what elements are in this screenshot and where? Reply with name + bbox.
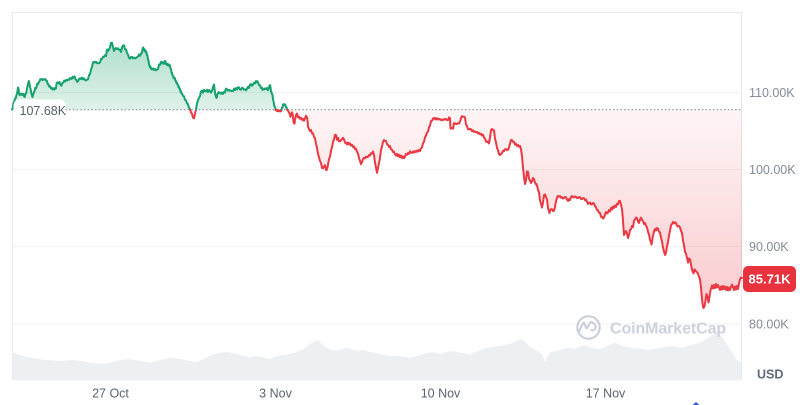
svg-text:100.00K: 100.00K [749,163,796,177]
svg-text:27 Oct: 27 Oct [92,387,129,401]
svg-text:107.68K: 107.68K [20,104,67,118]
svg-text:USD: USD [757,368,783,382]
svg-text:110.00K: 110.00K [749,86,795,100]
svg-text:90.00K: 90.00K [749,240,789,254]
svg-text:3 Nov: 3 Nov [259,387,292,401]
svg-text:80.00K: 80.00K [749,318,789,332]
svg-text:17 Nov: 17 Nov [586,387,626,401]
svg-text:10 Nov: 10 Nov [421,387,461,401]
svg-text:85.71K: 85.71K [749,272,792,287]
svg-text:CoinMarketCap: CoinMarketCap [610,321,726,338]
